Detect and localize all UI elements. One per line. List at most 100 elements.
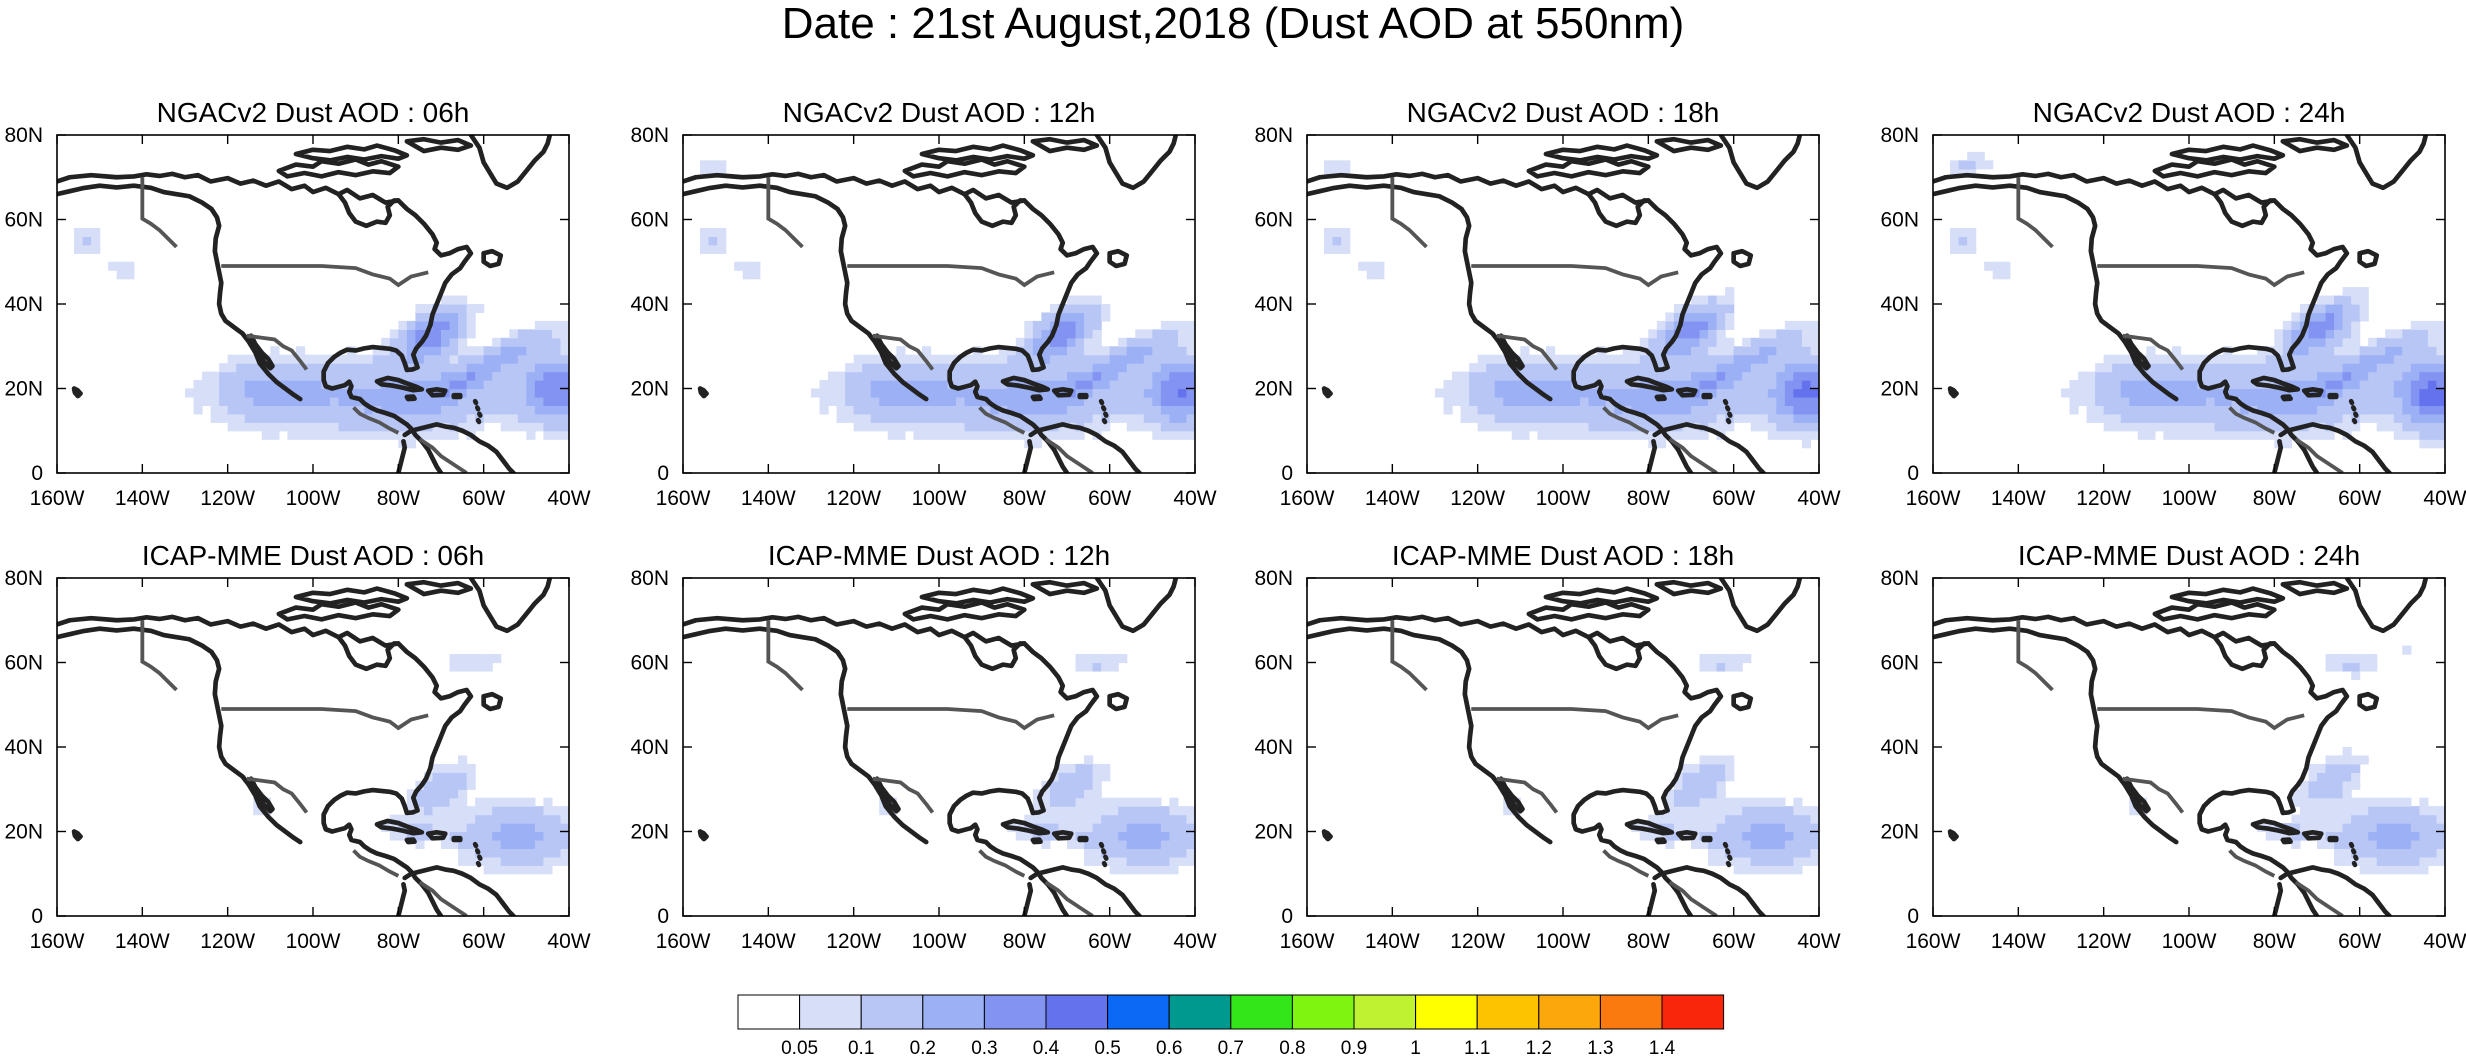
lat-tick-label: 60N <box>1880 209 1919 232</box>
colorbar-label: 0.8 <box>1279 1038 1305 1056</box>
lat-tick-label: 60N <box>630 209 669 232</box>
lat-tick-label: 20N <box>1880 821 1919 844</box>
lon-tick-label: 140W <box>741 487 796 510</box>
lat-tick-label: 40N <box>630 293 669 316</box>
panel-title: ICAP-MME Dust AOD : 12h <box>768 540 1110 571</box>
panel-title: ICAP-MME Dust AOD : 24h <box>2018 540 2360 571</box>
lon-tick-label: 120W <box>200 930 255 953</box>
lat-tick-label: 0 <box>657 905 669 928</box>
map-panel-ngacv2-12h: NGACv2 Dust AOD : 12h 160W 140W 120W 100W 80W… <box>630 97 1216 510</box>
lon-tick-label: 60W <box>2338 930 2381 953</box>
lat-tick-label: 0 <box>1907 462 1919 485</box>
lon-tick-label: 100W <box>912 487 967 510</box>
lon-tick-label: 80W <box>1003 930 1046 953</box>
colorbar-swatch <box>799 994 862 1030</box>
colorbar-swatch <box>1107 994 1170 1030</box>
lon-tick-label: 40W <box>2423 930 2466 953</box>
colorbar-swatch <box>1599 994 1663 1030</box>
panel-title: ICAP-MME Dust AOD : 18h <box>1392 540 1734 571</box>
lon-tick-label: 120W <box>2076 930 2131 953</box>
colorbar-label: 1.2 <box>1526 1038 1552 1056</box>
colorbar-swatch <box>922 994 985 1030</box>
lat-tick-label: 60N <box>1254 209 1293 232</box>
colorbar-label: 0.6 <box>1156 1038 1182 1056</box>
lat-tick-label: 80N <box>1254 567 1293 590</box>
lon-tick-label: 140W <box>1365 487 1420 510</box>
lon-tick-label: 160W <box>30 487 85 510</box>
lat-tick-label: 80N <box>1254 124 1293 147</box>
lon-tick-label: 40W <box>1173 487 1216 510</box>
lon-tick-label: 60W <box>1712 930 1755 953</box>
lat-tick-label: 0 <box>1907 905 1919 928</box>
lat-tick-label: 60N <box>4 652 43 675</box>
colorbar-swatch <box>1045 994 1109 1030</box>
colorbar-swatch <box>1476 994 1540 1030</box>
lat-tick-label: 40N <box>630 736 669 759</box>
lon-tick-label: 120W <box>1450 930 1505 953</box>
colorbar-swatch <box>1538 994 1601 1030</box>
lat-tick-label: 0 <box>657 462 669 485</box>
lon-tick-label: 100W <box>912 930 967 953</box>
colorbar-label: 0.05 <box>781 1038 818 1056</box>
lon-tick-label: 100W <box>1536 930 1591 953</box>
lat-tick-label: 20N <box>630 378 669 401</box>
dust-aod-field <box>1950 151 2445 449</box>
dust-aod-field <box>253 654 569 875</box>
lon-tick-label: 120W <box>1450 487 1505 510</box>
colorbar-label: 0.1 <box>848 1038 874 1056</box>
lon-tick-label: 40W <box>1173 930 1216 953</box>
lon-tick-label: 80W <box>377 487 420 510</box>
lon-tick-label: 160W <box>1280 930 1335 953</box>
lon-tick-label: 80W <box>2253 930 2296 953</box>
lat-tick-label: 40N <box>4 736 43 759</box>
colorbar-label: 1 <box>1410 1038 1421 1056</box>
lon-tick-label: 60W <box>1712 487 1755 510</box>
colorbar-label: 0.7 <box>1218 1038 1244 1056</box>
lat-tick-label: 0 <box>31 905 43 928</box>
lon-tick-label: 120W <box>200 487 255 510</box>
colorbar-label: 0.5 <box>1094 1038 1120 1056</box>
lon-tick-label: 140W <box>1365 930 1420 953</box>
dust-aod-field <box>1324 160 1819 449</box>
lat-tick-label: 60N <box>1880 652 1919 675</box>
colorbar-swatch <box>860 994 924 1030</box>
lon-tick-label: 40W <box>1797 930 1840 953</box>
lat-tick-label: 80N <box>4 124 43 147</box>
lat-tick-label: 40N <box>1254 736 1293 759</box>
lon-tick-label: 140W <box>115 487 170 510</box>
panel-title: NGACv2 Dust AOD : 18h <box>1407 97 1720 128</box>
panel-title: NGACv2 Dust AOD : 12h <box>783 97 1096 128</box>
lon-tick-label: 80W <box>1003 487 1046 510</box>
colorbar-label: 0.4 <box>1033 1038 1060 1056</box>
dust-aod-field <box>1503 654 1819 875</box>
colorbar-swatch <box>737 994 801 1030</box>
lat-tick-label: 20N <box>1254 378 1293 401</box>
lon-tick-label: 160W <box>1906 930 1961 953</box>
lat-tick-label: 40N <box>1254 293 1293 316</box>
lat-tick-label: 60N <box>630 652 669 675</box>
lat-tick-label: 20N <box>4 821 43 844</box>
lon-tick-label: 160W <box>656 930 711 953</box>
lon-tick-label: 100W <box>2162 487 2217 510</box>
lon-tick-label: 160W <box>1280 487 1335 510</box>
lon-tick-label: 80W <box>2253 487 2296 510</box>
lon-tick-label: 140W <box>1991 487 2046 510</box>
lon-tick-label: 80W <box>377 930 420 953</box>
lon-tick-label: 60W <box>1088 487 1131 510</box>
colorbar-swatch <box>1230 994 1293 1030</box>
lat-tick-label: 80N <box>4 567 43 590</box>
dust-aod-field <box>879 654 1195 875</box>
lon-tick-label: 100W <box>286 930 341 953</box>
lon-tick-label: 140W <box>115 930 170 953</box>
lon-tick-label: 60W <box>462 487 505 510</box>
lat-tick-label: 40N <box>4 293 43 316</box>
lon-tick-label: 140W <box>741 930 796 953</box>
lat-tick-label: 60N <box>4 209 43 232</box>
lon-tick-label: 40W <box>547 930 590 953</box>
lat-tick-label: 0 <box>1281 905 1293 928</box>
lat-tick-label: 80N <box>630 124 669 147</box>
colorbar-swatch <box>1415 994 1478 1030</box>
lon-tick-label: 60W <box>1088 930 1131 953</box>
lat-tick-label: 20N <box>1254 821 1293 844</box>
dust-aod-field <box>74 227 569 449</box>
